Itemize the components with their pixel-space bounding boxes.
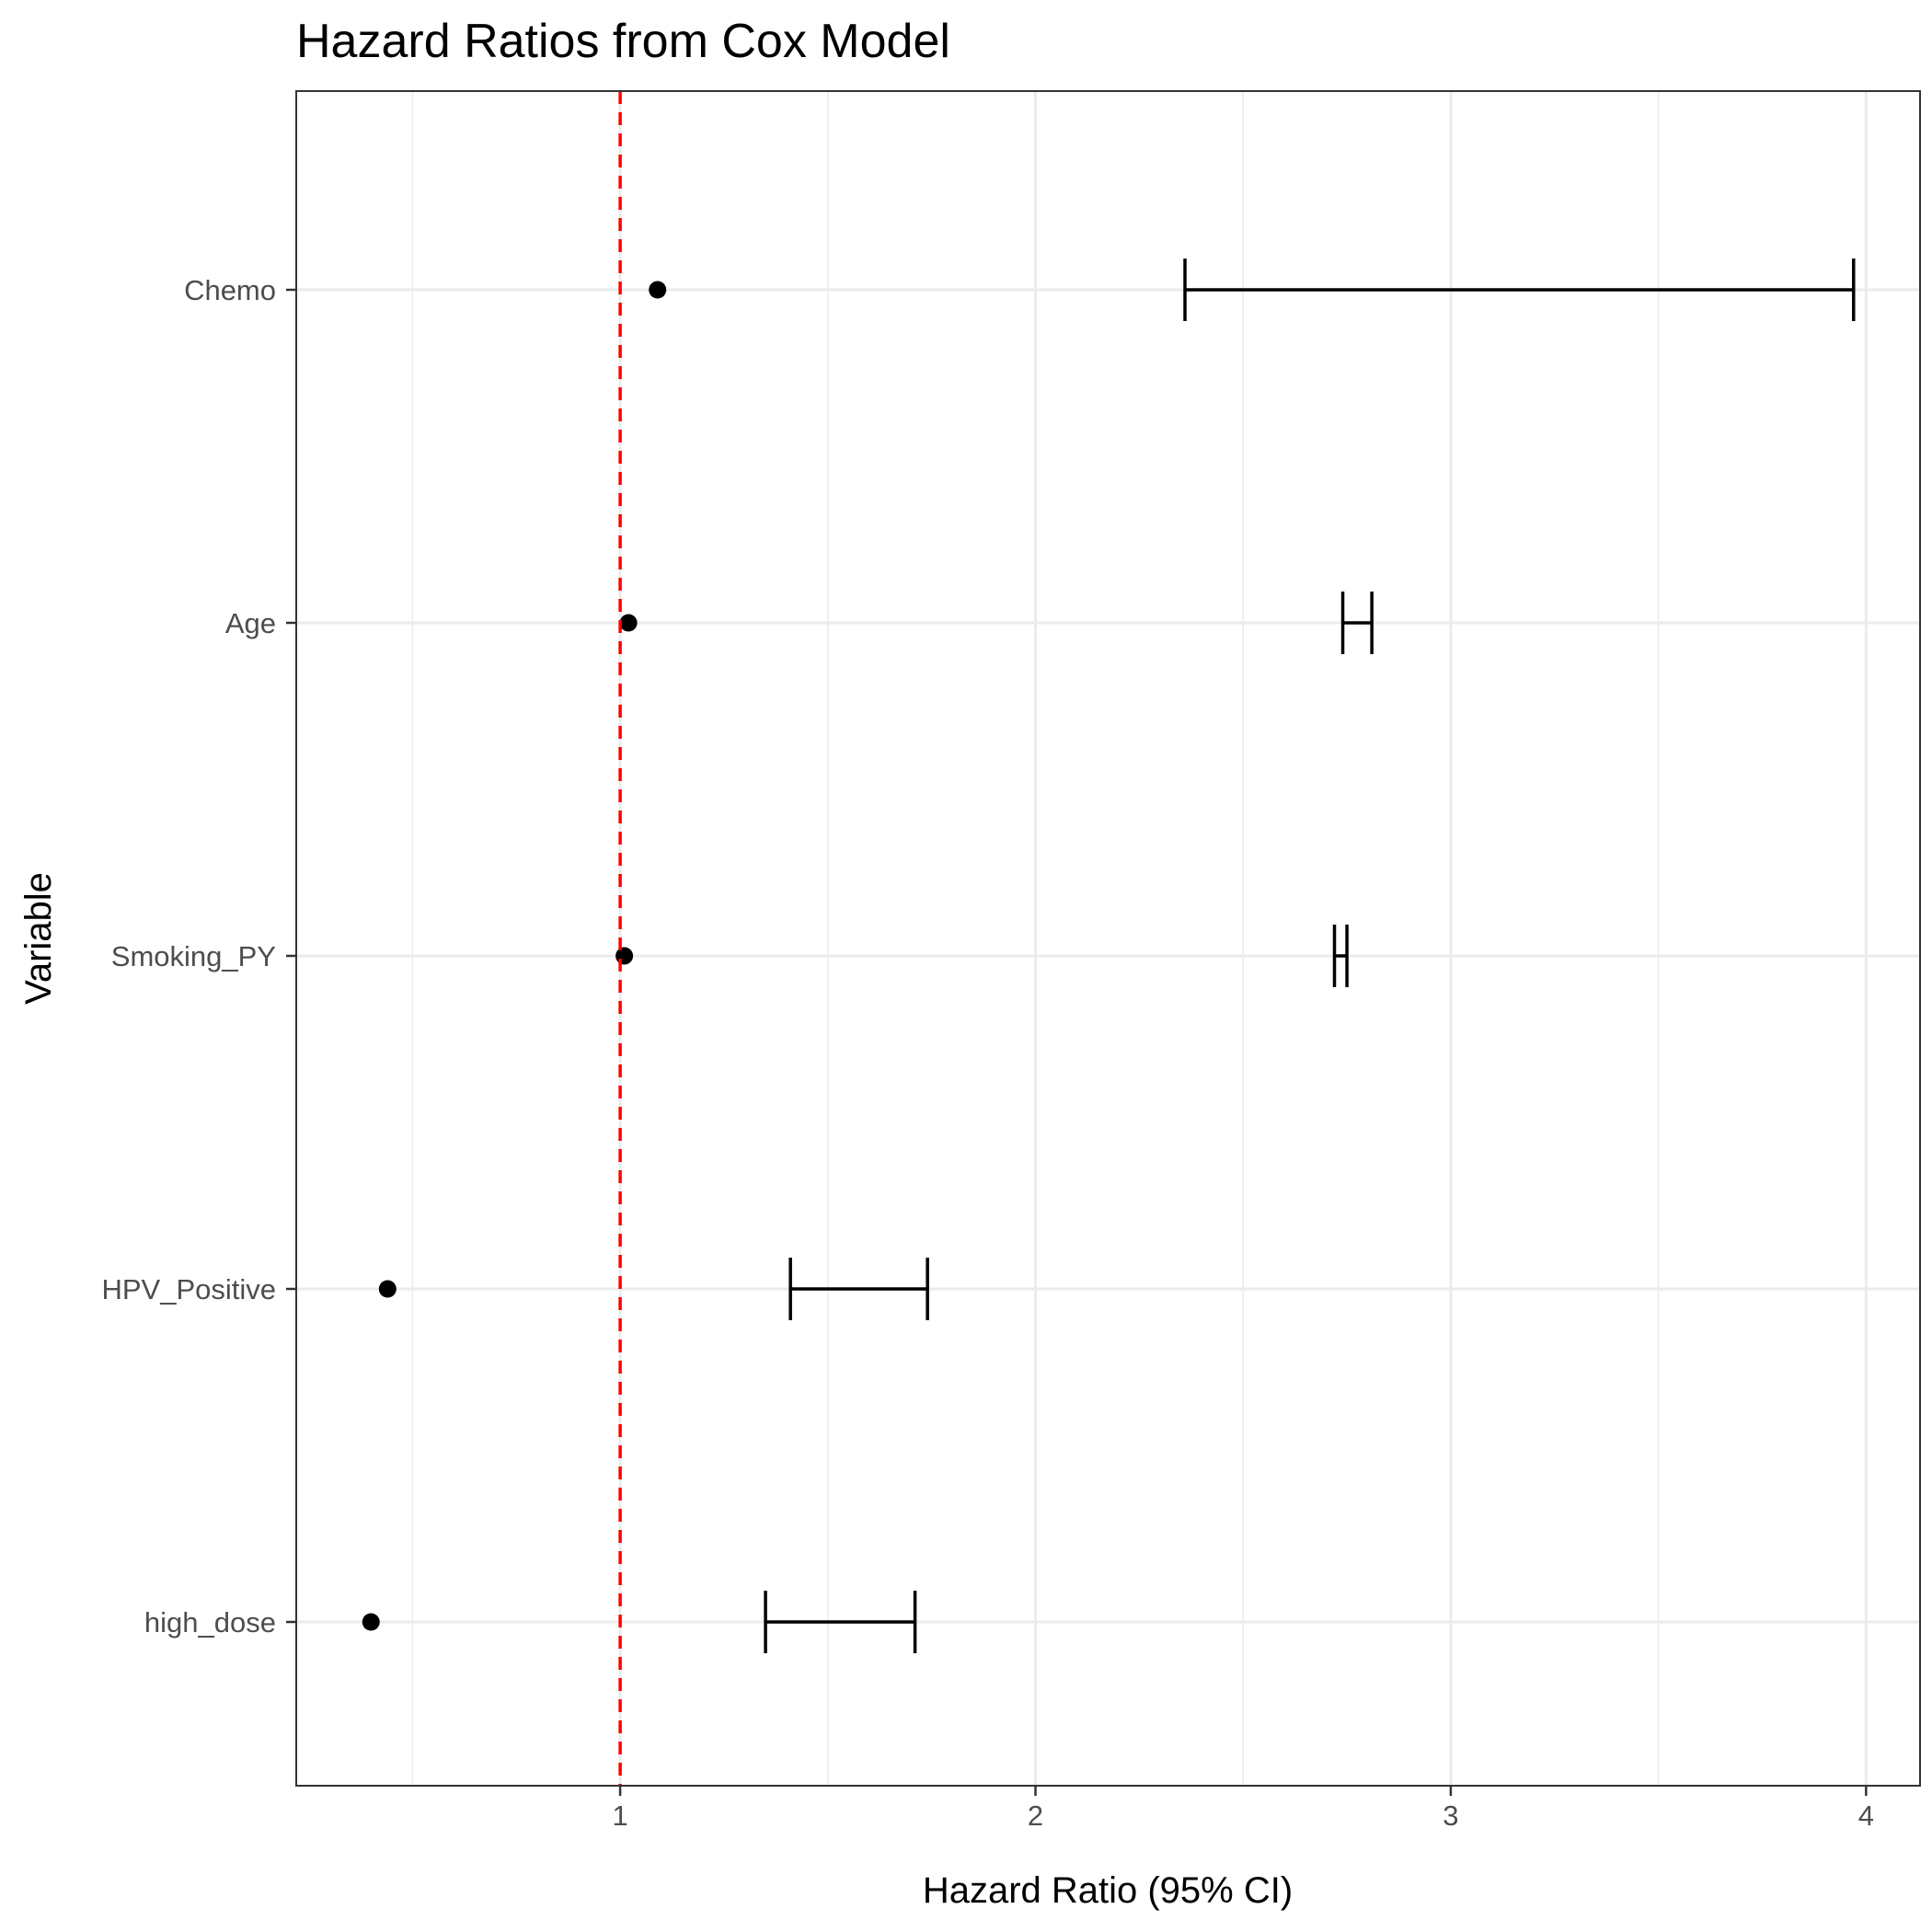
errorbars [764, 259, 1856, 1653]
errorbar-Chemo [1183, 259, 1856, 321]
plot-border [295, 90, 1921, 1787]
y-axis: Chemo Age Smoking_PY HPV_Positive high_dose [101, 274, 296, 1639]
y-axis-title: Variable [18, 872, 59, 1005]
x-tick-label-3: 4 [1858, 1800, 1874, 1832]
chart-title: Hazard Ratios from Cox Model [296, 15, 950, 68]
point-Chemo [649, 281, 667, 299]
x-tick-label-1: 2 [1028, 1800, 1043, 1832]
y-tick-label-0: Chemo [184, 274, 276, 306]
point-high_dose [362, 1613, 380, 1631]
errorbar-Age [1340, 592, 1374, 654]
errorbar-HPV_Positive [788, 1258, 929, 1320]
y-tick-label-4: high_dose [144, 1606, 276, 1639]
point-Age [619, 614, 638, 632]
point-HPV_Positive [378, 1280, 397, 1298]
y-tick-label-2: Smoking_PY [111, 940, 276, 972]
plot-panel [296, 91, 1920, 1786]
y-tick-label-3: HPV_Positive [101, 1273, 276, 1305]
x-axis-title: Hazard Ratio (95% CI) [923, 1870, 1293, 1911]
x-axis: 1 2 3 4 [612, 1786, 1874, 1832]
errorbar-high_dose [764, 1591, 917, 1653]
y-tick-label-1: Age [225, 607, 276, 639]
x-tick-label-2: 3 [1443, 1800, 1458, 1832]
point-Smoking_PY [615, 947, 634, 965]
x-tick-label-0: 1 [612, 1800, 627, 1832]
errorbar-Smoking_PY [1332, 925, 1349, 987]
minor-gridlines [411, 91, 1660, 1786]
